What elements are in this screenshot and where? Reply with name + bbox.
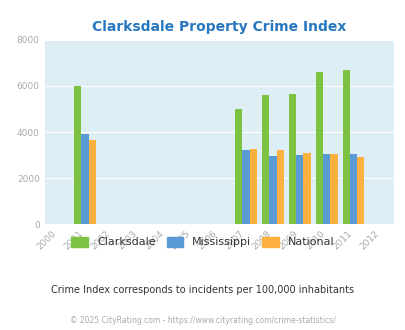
- Text: © 2025 CityRating.com - https://www.cityrating.com/crime-statistics/: © 2025 CityRating.com - https://www.city…: [70, 315, 335, 325]
- Bar: [88, 140, 96, 224]
- Bar: [234, 109, 242, 224]
- Bar: [269, 156, 276, 224]
- Bar: [74, 86, 81, 224]
- Bar: [303, 153, 310, 224]
- Bar: [315, 72, 322, 224]
- Bar: [342, 70, 349, 224]
- Bar: [322, 154, 330, 224]
- Bar: [330, 154, 337, 224]
- Bar: [81, 134, 88, 224]
- Bar: [242, 150, 249, 224]
- Bar: [262, 95, 269, 224]
- Bar: [249, 149, 256, 224]
- Bar: [296, 155, 303, 224]
- Title: Clarksdale Property Crime Index: Clarksdale Property Crime Index: [92, 20, 345, 34]
- Bar: [276, 150, 283, 224]
- Text: Crime Index corresponds to incidents per 100,000 inhabitants: Crime Index corresponds to incidents per…: [51, 285, 354, 295]
- Legend: Clarksdale, Mississippi, National: Clarksdale, Mississippi, National: [67, 232, 338, 252]
- Bar: [349, 154, 356, 224]
- Bar: [356, 157, 364, 224]
- Bar: [288, 94, 296, 224]
